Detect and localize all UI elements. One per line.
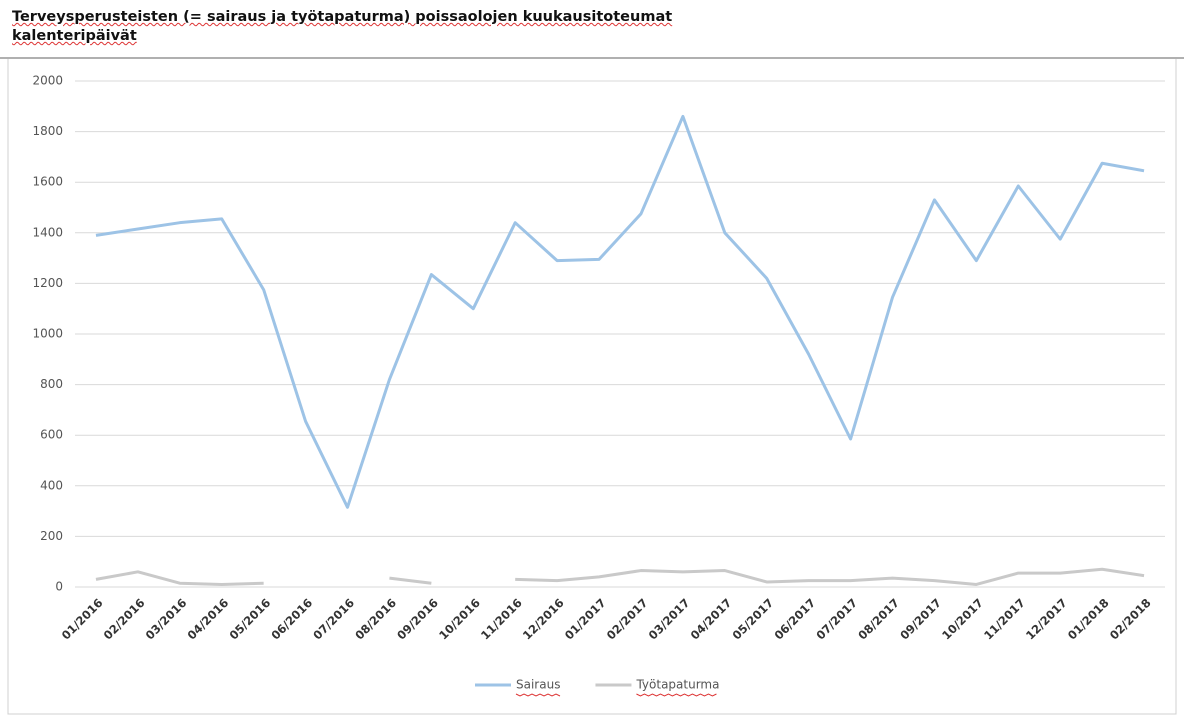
x-tick-label: 03/2017 xyxy=(646,596,693,643)
x-tick-label: 10/2016 xyxy=(436,596,483,643)
spell-underline xyxy=(515,693,561,697)
x-tick-label: 01/2018 xyxy=(1065,596,1112,643)
y-tick-label: 1600 xyxy=(32,175,63,189)
title-line: Terveysperusteisten (= sairaus ja työtap… xyxy=(12,9,673,25)
series-line xyxy=(95,570,264,586)
y-tick-label: 200 xyxy=(40,529,63,543)
x-tick-label: 10/2017 xyxy=(939,596,986,643)
x-tick-label: 08/2016 xyxy=(352,596,399,643)
x-tick-label: 01/2016 xyxy=(59,596,106,643)
y-tick-label: 1200 xyxy=(32,276,63,290)
x-tick-label: 07/2017 xyxy=(813,596,860,643)
x-tick-label: 11/2016 xyxy=(478,596,525,643)
x-tick-label: 08/2017 xyxy=(855,596,902,643)
title-line: kalenteripäivät xyxy=(12,28,137,44)
legend-label: Sairaus xyxy=(516,678,560,692)
x-tick-label: 09/2016 xyxy=(394,596,441,643)
series-line xyxy=(389,576,432,585)
x-tick-label: 11/2017 xyxy=(981,596,1028,643)
x-tick-label: 02/2018 xyxy=(1107,596,1154,643)
legend-label: Työtapaturma xyxy=(635,678,719,692)
y-tick-label: 1400 xyxy=(32,225,63,239)
x-tick-label: 12/2017 xyxy=(1023,596,1070,643)
y-tick-label: 800 xyxy=(40,377,63,391)
x-tick-label: 12/2016 xyxy=(520,596,567,643)
series-line xyxy=(95,114,1145,509)
x-tick-label: 04/2016 xyxy=(185,596,232,643)
x-tick-label: 04/2017 xyxy=(688,596,735,643)
y-tick-label: 400 xyxy=(40,478,63,492)
y-tick-label: 2000 xyxy=(32,74,63,88)
x-tick-label: 07/2016 xyxy=(310,596,357,643)
x-tick-label: 03/2016 xyxy=(143,596,190,643)
x-tick-label: 05/2016 xyxy=(226,596,273,643)
y-tick-label: 1800 xyxy=(32,124,63,138)
x-tick-label: 01/2017 xyxy=(562,596,609,643)
y-tick-label: 600 xyxy=(40,428,63,442)
y-tick-label: 0 xyxy=(55,580,63,594)
x-tick-label: 09/2017 xyxy=(897,596,944,643)
series-line xyxy=(515,567,1145,586)
chart-title: Terveysperusteisten (= sairaus ja työtap… xyxy=(12,8,672,46)
x-tick-label: 06/2017 xyxy=(771,596,818,643)
x-tick-label: 02/2017 xyxy=(604,596,651,643)
x-tick-label: 05/2017 xyxy=(730,596,777,643)
y-tick-label: 1000 xyxy=(32,327,63,341)
spell-underline xyxy=(636,693,717,697)
x-tick-label: 02/2016 xyxy=(101,596,148,643)
x-tick-label: 06/2016 xyxy=(268,596,315,643)
